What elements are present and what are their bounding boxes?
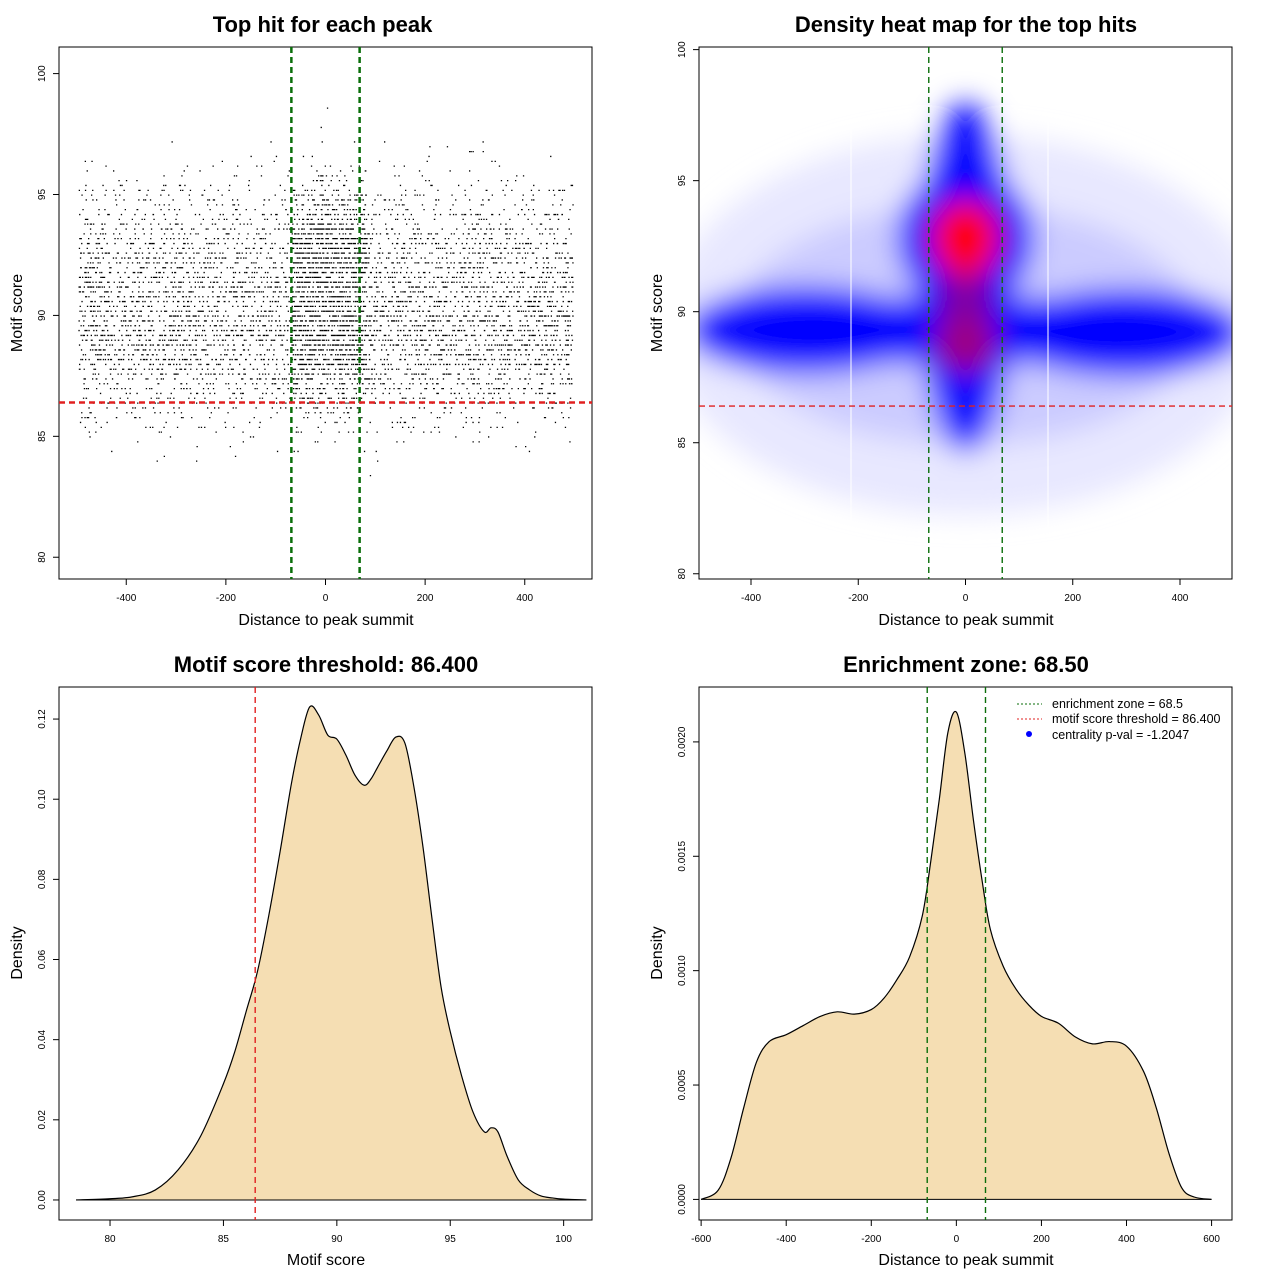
legend-label-pval: centrality p-val = -1.2047 <box>1052 728 1189 742</box>
x-tick-label: 200 <box>417 593 434 604</box>
x-tick-label: 400 <box>516 593 533 604</box>
x-tick-label: 0 <box>963 593 969 604</box>
y-tick-label: 0.06 <box>37 949 48 969</box>
y-tick-label: 0.0000 <box>677 1184 688 1215</box>
y-tick-label: 85 <box>37 430 48 442</box>
chart-title: Enrichment zone: 68.50 <box>843 652 1089 677</box>
x-tick-label: -400 <box>776 1234 796 1245</box>
x-tick-label: -200 <box>861 1234 881 1245</box>
density-curve <box>700 710 1212 1201</box>
x-axis-label: Motif score <box>287 1252 365 1269</box>
y-tick-label: 0.10 <box>37 789 48 809</box>
x-tick-label: 0 <box>323 593 329 604</box>
x-axis-ticks: 80 85 90 95 100 <box>104 1220 572 1245</box>
x-tick-label: 200 <box>1033 1234 1050 1245</box>
x-tick-label: -600 <box>691 1234 711 1245</box>
x-tick-label: 400 <box>1118 1234 1135 1245</box>
y-tick-label: 90 <box>37 309 48 321</box>
x-tick-label: -200 <box>848 593 868 604</box>
x-axis-ticks: -400 -200 0 200 400 <box>741 579 1189 604</box>
plot-frame <box>698 686 1233 1221</box>
legend: enrichment zone = 68.5 motif score thres… <box>1017 697 1221 742</box>
y-tick-label: 90 <box>677 306 688 318</box>
y-tick-label: 0.04 <box>37 1029 48 1049</box>
y-axis-ticks: 0.00 0.02 0.04 0.06 0.08 0.10 0.12 <box>37 709 59 1210</box>
legend-swatch-pval <box>1026 731 1032 737</box>
y-tick-label: 0.02 <box>37 1110 48 1130</box>
x-tick-label: -200 <box>216 593 236 604</box>
y-tick-label: 0.00 <box>37 1190 48 1210</box>
x-axis-label: Distance to peak summit <box>878 1252 1054 1269</box>
chart-title: Top hit for each peak <box>213 12 433 37</box>
x-tick-label: 95 <box>445 1234 457 1245</box>
y-tick-label: 100 <box>677 41 688 58</box>
density-curve <box>75 705 587 1201</box>
reference-lines <box>699 47 1232 579</box>
legend-label-threshold: motif score threshold = 86.400 <box>1052 712 1221 726</box>
plot-frame <box>58 46 593 580</box>
x-tick-label: 90 <box>331 1234 343 1245</box>
panel-enrichment-density: Enrichment zone: 68.50 -600 -400 -200 0 200 4… <box>649 652 1233 1269</box>
panel-motif-score-density: Motif score threshold: 86.400 80 85 90 95 10… <box>9 652 593 1269</box>
x-tick-label: 600 <box>1203 1234 1220 1245</box>
x-tick-label: 80 <box>104 1234 116 1245</box>
y-axis-label: Density <box>649 926 666 979</box>
chart-title: Density heat map for the top hits <box>795 12 1137 37</box>
legend-label-enrichment: enrichment zone = 68.5 <box>1052 697 1183 711</box>
y-tick-label: 80 <box>677 568 688 580</box>
y-tick-label: 0.0015 <box>677 841 688 872</box>
y-tick-label: 85 <box>677 437 688 449</box>
scatter-points <box>78 107 574 477</box>
panel-top-hit-scatter: Top hit for each peak -400 -200 0 200 400 80… <box>9 12 593 629</box>
y-tick-label: 0.12 <box>37 709 48 729</box>
y-axis-ticks: 80 85 90 95 100 <box>37 65 59 563</box>
scatter-point-cloud <box>78 107 574 477</box>
x-axis-ticks: -600 -400 -200 0 200 400 600 <box>691 1220 1220 1245</box>
y-axis-label: Motif score <box>9 274 26 352</box>
y-tick-label: 100 <box>37 65 48 82</box>
y-tick-label: 95 <box>37 189 48 201</box>
hotspot-bridge <box>939 263 992 344</box>
x-tick-label: 100 <box>555 1234 572 1245</box>
y-axis-ticks: 80 85 90 95 100 <box>677 41 699 579</box>
x-axis-label: Distance to peak summit <box>878 612 1054 629</box>
x-tick-label: 400 <box>1172 593 1189 604</box>
panel-density-heatmap: Density heat map for the top hits -400 -2… <box>649 12 1233 629</box>
y-tick-label: 0.08 <box>37 869 48 889</box>
x-tick-label: -400 <box>741 593 761 604</box>
heatmap-surface <box>699 47 1232 579</box>
x-tick-label: 0 <box>954 1234 960 1245</box>
x-tick-label: 200 <box>1064 593 1081 604</box>
reference-lines <box>926 687 987 1220</box>
density-area <box>701 711 1212 1200</box>
y-axis-label: Motif score <box>649 274 666 352</box>
y-tick-label: 95 <box>677 175 688 187</box>
x-axis-ticks: -400 -200 0 200 400 <box>116 579 534 604</box>
density-area <box>76 705 587 1200</box>
chart-title: Motif score threshold: 86.400 <box>174 652 478 677</box>
x-tick-label: -400 <box>116 593 136 604</box>
plot-frame <box>58 686 593 1221</box>
y-tick-label: 80 <box>37 551 48 563</box>
y-axis-label: Density <box>9 926 26 979</box>
x-tick-label: 85 <box>218 1234 230 1245</box>
hotspot-primary-core <box>947 216 984 261</box>
x-axis-label: Distance to peak summit <box>238 612 414 629</box>
density-curve-group <box>75 705 587 1201</box>
y-tick-label: 0.0005 <box>677 1069 688 1100</box>
density-curve-group <box>700 710 1212 1201</box>
y-tick-label: 0.0010 <box>677 955 688 986</box>
y-axis-ticks: 0.0000 0.0005 0.0010 0.0015 0.0020 <box>677 726 699 1215</box>
reference-lines <box>59 47 592 579</box>
y-tick-label: 0.0020 <box>677 726 688 757</box>
